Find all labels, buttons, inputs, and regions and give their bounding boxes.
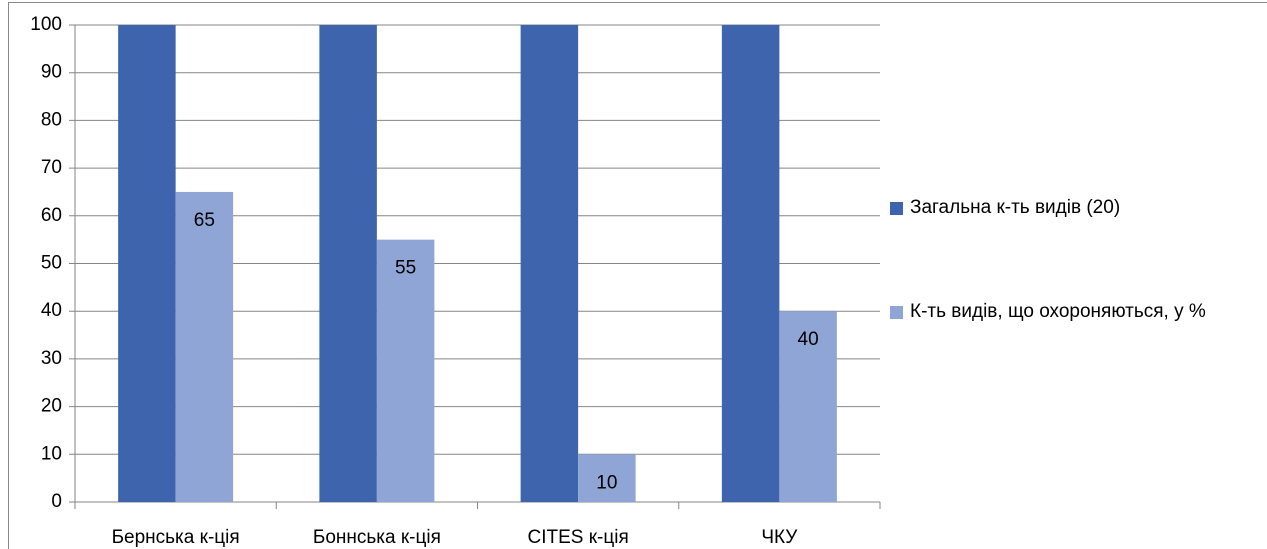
x-tick-label: Боннська к-ція: [313, 527, 441, 548]
legend-label: К-ть видів, що охороняються, у %: [910, 301, 1206, 322]
data-label: 40: [798, 329, 819, 350]
x-tick-label: Бернська к-ція: [112, 527, 240, 548]
y-tick-label: 40: [41, 300, 62, 321]
y-tick-label: 60: [41, 205, 62, 226]
legend-swatch: [890, 202, 903, 215]
legend-label: Загальна к-ть видів (20): [910, 197, 1121, 218]
y-tick-label: 80: [41, 109, 62, 130]
y-tick-label: 50: [41, 253, 62, 274]
bar: [578, 454, 636, 502]
y-tick-label: 100: [30, 14, 62, 35]
data-label: 65: [194, 210, 215, 231]
y-tick-label: 0: [51, 491, 62, 512]
legend-entry: К-ть видів, що охороняються, у %: [890, 298, 1262, 326]
bar: [175, 191, 234, 502]
y-tick-label: 30: [41, 348, 62, 369]
bar: [779, 311, 837, 502]
y-tick-label: 90: [41, 62, 62, 83]
bar: [319, 25, 377, 502]
bar: [118, 25, 176, 502]
data-label: 10: [596, 472, 617, 493]
data-label: 55: [395, 258, 416, 279]
bar: [520, 25, 579, 502]
y-tick-label: 70: [41, 157, 62, 178]
chart-border: [8, 2, 1267, 549]
y-tick-label: 20: [41, 396, 62, 417]
x-tick-label: ЧКУ: [761, 527, 798, 548]
legend-swatch: [890, 306, 903, 319]
x-tick-label: CITES к-ція: [527, 527, 628, 548]
bar: [376, 239, 435, 502]
legend-entry: Загальна к-ть видів (20): [890, 194, 1262, 222]
bar: [721, 25, 780, 502]
y-tick-label: 10: [41, 443, 62, 464]
